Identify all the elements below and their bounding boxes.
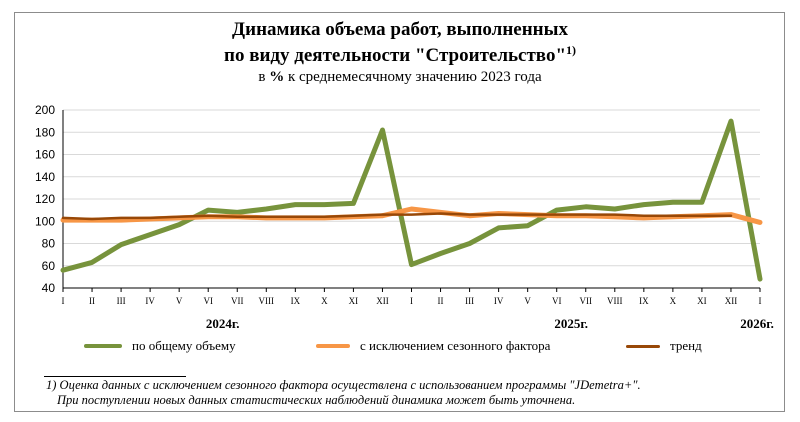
y-tick-label-80: 80 <box>42 237 56 251</box>
y-tick-label-140: 140 <box>35 170 55 184</box>
x-tick-label-14: III <box>465 296 474 306</box>
chart-legend: по общему объему с исключением сезонного… <box>0 338 800 358</box>
legend-label-seasonal: с исключением сезонного фактора <box>360 338 551 353</box>
y-tick-label-40: 40 <box>42 281 56 295</box>
x-tick-label-4: V <box>176 296 183 306</box>
x-tick-label-15: IV <box>494 296 504 306</box>
y-tick-label-160: 160 <box>35 148 55 162</box>
chart-title-block: Динамика объема работ, выполненных по ви… <box>0 19 800 88</box>
y-tick-label-100: 100 <box>35 214 55 228</box>
year-label-2: 2026г. <box>740 316 774 331</box>
legend-swatch-total <box>84 344 122 348</box>
legend-item-trend: тренд <box>626 338 702 354</box>
series-line-total <box>60 118 763 282</box>
x-tick-label-20: IX <box>639 296 649 306</box>
footnote-line-2: При поступлении новых данных статистичес… <box>57 393 576 407</box>
x-tick-label-22: XI <box>697 296 707 306</box>
chart-title-line-2-text: по виду деятельности "Строительство" <box>224 45 566 66</box>
x-tick-label-12: I <box>410 296 413 306</box>
x-tick-label-9: X <box>321 296 328 306</box>
y-tick-label-180: 180 <box>35 125 55 139</box>
x-tick-label-7: VIII <box>259 296 275 306</box>
x-tick-label-0: I <box>62 296 65 306</box>
x-tick-label-6: VII <box>231 296 244 306</box>
x-tick-label-3: IV <box>145 296 155 306</box>
footnote-divider <box>44 376 186 377</box>
subtitle-text: к среднемесячному значению 2023 года <box>287 69 542 85</box>
legend-item-total: по общему объему <box>84 338 236 354</box>
legend-item-seasonal: с исключением сезонного фактора <box>316 338 550 354</box>
x-tick-label-16: V <box>524 296 531 306</box>
footnote-marker: 1) <box>566 43 576 57</box>
x-tick-label-18: VII <box>580 296 593 306</box>
y-tick-label-120: 120 <box>35 192 55 206</box>
y-tick-label-200: 200 <box>35 103 55 117</box>
chart-title-line-1: Динамика объема работ, выполненных <box>232 19 568 40</box>
x-tick-label-13: II <box>438 296 444 306</box>
legend-swatch-trend <box>626 344 660 348</box>
subtitle-prefix: в <box>258 69 266 85</box>
x-tick-label-24: I <box>759 296 762 306</box>
y-tick-label-60: 60 <box>42 259 56 273</box>
chart-title-line-2: по виду деятельности "Строительство"1) <box>0 40 800 66</box>
x-tick-label-17: VI <box>552 296 562 306</box>
x-tick-label-10: XI <box>349 296 359 306</box>
year-label-0: 2024г. <box>206 316 240 331</box>
x-tick-label-5: VI <box>203 296 213 306</box>
x-tick-label-21: X <box>670 296 677 306</box>
footnote: 1) Оценка данных с исключением сезонного… <box>46 378 641 408</box>
series-line-trend <box>61 212 733 221</box>
x-tick-label-23: XII <box>725 296 738 306</box>
x-tick-label-11: XII <box>376 296 389 306</box>
x-tick-label-1: II <box>89 296 95 306</box>
legend-label-trend: тренд <box>670 338 702 353</box>
x-tick-label-19: VIII <box>607 296 623 306</box>
year-label-1: 2025г. <box>554 316 588 331</box>
footnote-line-1: 1) Оценка данных с исключением сезонного… <box>46 378 641 392</box>
legend-label-total: по общему объему <box>132 338 236 353</box>
chart-subtitle: в % к среднемесячному значению 2023 года <box>0 66 800 88</box>
x-tick-label-8: IX <box>291 296 301 306</box>
subtitle-percent: % <box>269 69 285 85</box>
legend-swatch-seasonal <box>316 344 350 348</box>
x-tick-label-2: III <box>117 296 126 306</box>
